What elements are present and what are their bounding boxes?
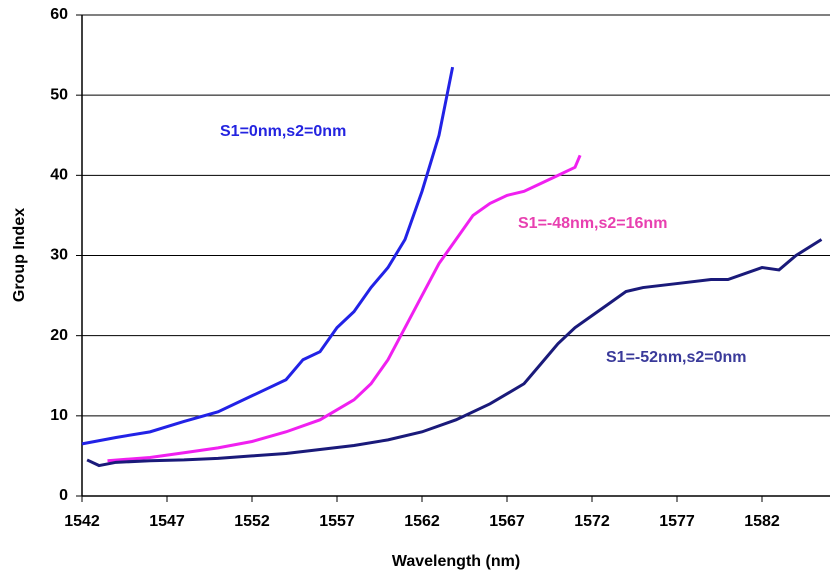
y-tick-label: 40: [50, 167, 68, 184]
y-tick-label: 0: [59, 487, 68, 504]
series-label: S1=-52nm,s2=0nm: [606, 349, 747, 366]
x-tick-label: 1542: [64, 513, 100, 530]
x-tick-label: 1547: [149, 513, 185, 530]
y-tick-label: 10: [50, 407, 68, 424]
x-tick-label: 1552: [234, 513, 270, 530]
x-tick-label: 1557: [319, 513, 355, 530]
x-axis-title: Wavelength (nm): [392, 553, 520, 570]
series-line: [81, 66, 455, 446]
x-tick-label: 1567: [489, 513, 525, 530]
y-tick-label: 20: [50, 327, 68, 344]
series-line: [107, 154, 582, 463]
y-tick-label: 50: [50, 86, 68, 103]
x-tick-label: 1562: [404, 513, 440, 530]
series-line: [86, 238, 823, 468]
y-axis-title: Group Index: [11, 208, 28, 302]
series-label: S1=0nm,s2=0nm: [220, 123, 346, 140]
x-tick-label: 1582: [744, 513, 780, 530]
series-label: S1=-48nm,s2=16nm: [518, 215, 667, 232]
x-tick-label: 1577: [659, 513, 695, 530]
x-tick-label: 1572: [574, 513, 610, 530]
y-tick-label: 60: [50, 6, 68, 23]
y-tick-label: 30: [50, 247, 68, 264]
